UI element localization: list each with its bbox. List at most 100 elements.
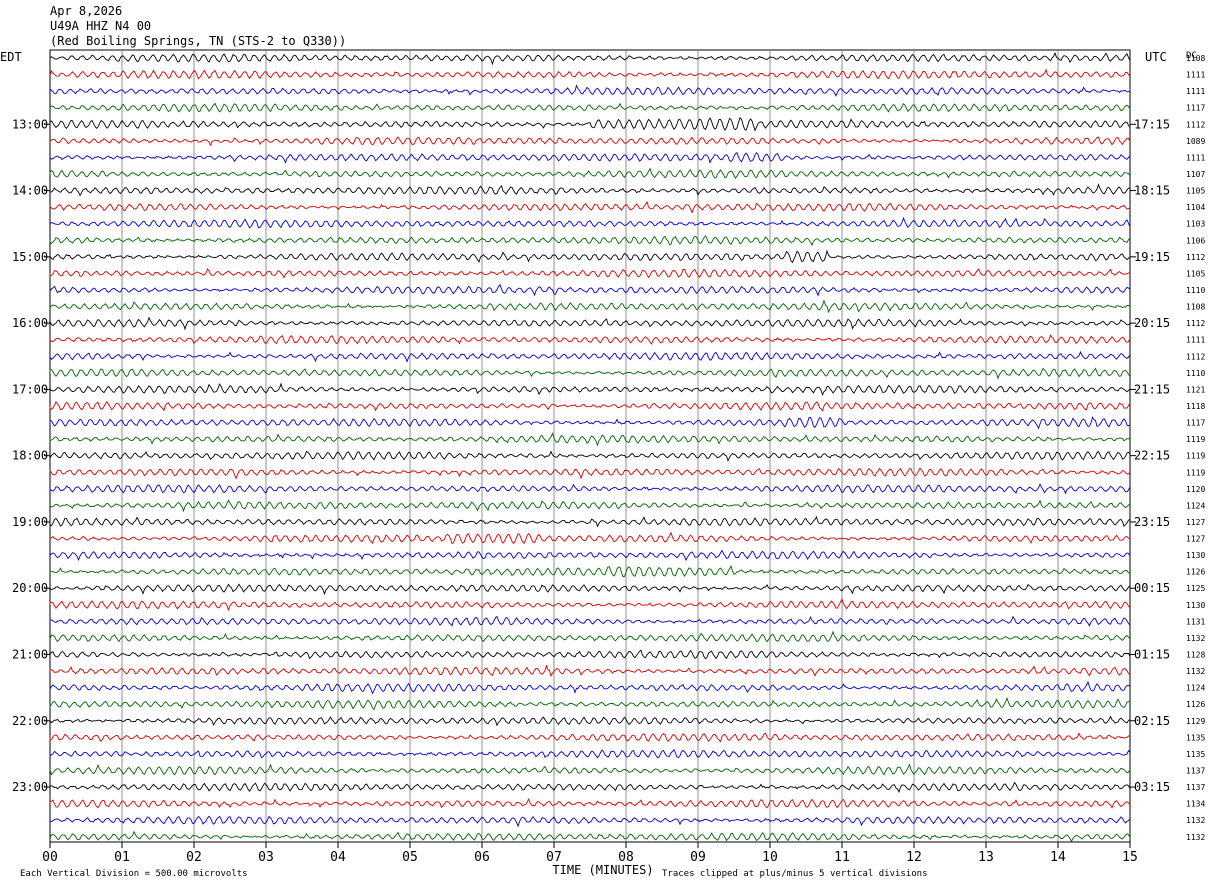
dc-offset-label: 1112 [1186,120,1205,129]
dc-offset-label: 1117 [1186,419,1205,428]
trace-row [49,167,1131,179]
dc-offset-label: 1132 [1186,667,1205,676]
dc-offset-label: 1112 [1186,352,1205,361]
utc-time-label: 19:15 [1134,250,1170,264]
dc-offset-label: 1137 [1186,783,1205,792]
trace-row [49,615,1131,627]
trace-row [49,249,1131,264]
trace-row [49,136,1131,147]
trace-row [49,68,1131,80]
dc-offset-label: 1111 [1186,153,1205,162]
trace-row [49,367,1131,380]
dc-offset-label: 1103 [1186,220,1205,229]
edt-time-label: 21:00 [12,648,48,662]
edt-axis-label: EDT [0,50,22,64]
dc-offset-label: 1111 [1186,71,1205,80]
dc-offset-label: 1137 [1186,767,1205,776]
edt-time-label: 20:00 [12,581,48,595]
trace-row [49,267,1130,279]
x-tick-label: 05 [402,850,418,865]
x-tick-label: 01 [114,850,130,865]
dc-offset-label: 1135 [1186,750,1205,759]
trace-row [49,151,1131,164]
x-tick-label: 11 [834,850,850,865]
trace-row [49,664,1131,678]
x-tick-label: 10 [762,850,778,865]
x-tick-label: 14 [1050,850,1066,865]
trace-row [49,649,1131,660]
dc-offset-label: 1128 [1186,651,1205,660]
trace-row [49,216,1131,229]
trace-row [49,117,1131,132]
dc-offset-label: 1124 [1186,501,1205,510]
trace-row [49,200,1131,214]
dc-offset-label: 1131 [1186,617,1205,626]
utc-time-label: 23:15 [1134,515,1170,529]
plot-frame [49,49,1131,843]
edt-time-label: 18:00 [12,449,48,463]
plot-date: Apr 8,2026 [50,4,123,18]
utc-time-label: 17:15 [1134,117,1170,131]
trace-row [49,748,1131,759]
trace-row [49,450,1131,463]
dc-label: DC [1186,51,1197,61]
dc-offset-label: 1089 [1186,137,1205,146]
dc-offset-label: 1135 [1186,733,1205,742]
dc-offset-label: 1105 [1186,187,1205,196]
utc-time-label: 20:15 [1134,316,1170,330]
x-tick-label: 12 [906,850,922,865]
utc-axis-label: UTC [1145,50,1167,64]
dc-offset-label: 1104 [1186,203,1205,212]
dc-offset-label: 1110 [1186,369,1205,378]
trace-row [49,696,1131,711]
edt-time-label: 13:00 [12,117,48,131]
dc-offset-label: 1127 [1186,535,1205,544]
x-tick-label: 08 [618,850,634,865]
edt-time-label: 17:00 [12,382,48,396]
dc-offset-label: 1125 [1186,584,1205,593]
trace-row [49,531,1131,545]
x-tick-label: 02 [186,850,202,865]
trace-row [49,549,1131,562]
trace-row [49,350,1131,363]
dc-offset-label: 1106 [1186,236,1205,245]
dc-offset-label: 1129 [1186,717,1205,726]
trace-row [49,299,1131,314]
dc-offset-label: 1120 [1186,485,1205,494]
dc-offset-label: 1134 [1186,800,1205,809]
trace-row [49,499,1131,513]
trace-row [49,235,1131,247]
edt-time-label: 19:00 [12,515,48,529]
trace-row [49,797,1131,809]
dc-offset-label: 1108 [1186,54,1205,63]
dc-offset-label: 1112 [1186,253,1205,262]
edt-time-label: 16:00 [12,316,48,330]
trace-row [49,815,1131,828]
x-tick-label: 15 [1122,850,1138,865]
trace-row [49,781,1131,794]
x-tick-label: 04 [330,850,346,865]
utc-time-label: 01:15 [1134,648,1170,662]
dc-offset-label: 1132 [1186,634,1205,643]
x-tick-label: 00 [42,850,58,865]
station-id: U49A HHZ N4 00 [50,19,152,33]
trace-row [49,830,1131,843]
utc-time-label: 21:15 [1134,382,1170,396]
edt-time-label: 22:00 [12,714,48,728]
dc-offset-label: 1105 [1186,269,1205,278]
edt-time-label: 15:00 [12,250,48,264]
dc-offset-label: 1111 [1186,336,1205,345]
utc-time-label: 22:15 [1134,449,1170,463]
dc-offset-label: 1124 [1186,684,1205,693]
dc-offset-label: 1118 [1186,402,1205,411]
trace-row [49,84,1131,97]
utc-time-label: 00:15 [1134,581,1170,595]
x-tick-label: 07 [546,850,562,865]
dc-offset-label: 1119 [1186,468,1205,477]
dc-offset-label: 1119 [1186,435,1205,444]
x-axis-title: TIME (MINUTES) [552,863,653,877]
x-tick-label: 03 [258,850,274,865]
dc-offset-label: 1111 [1186,87,1205,96]
